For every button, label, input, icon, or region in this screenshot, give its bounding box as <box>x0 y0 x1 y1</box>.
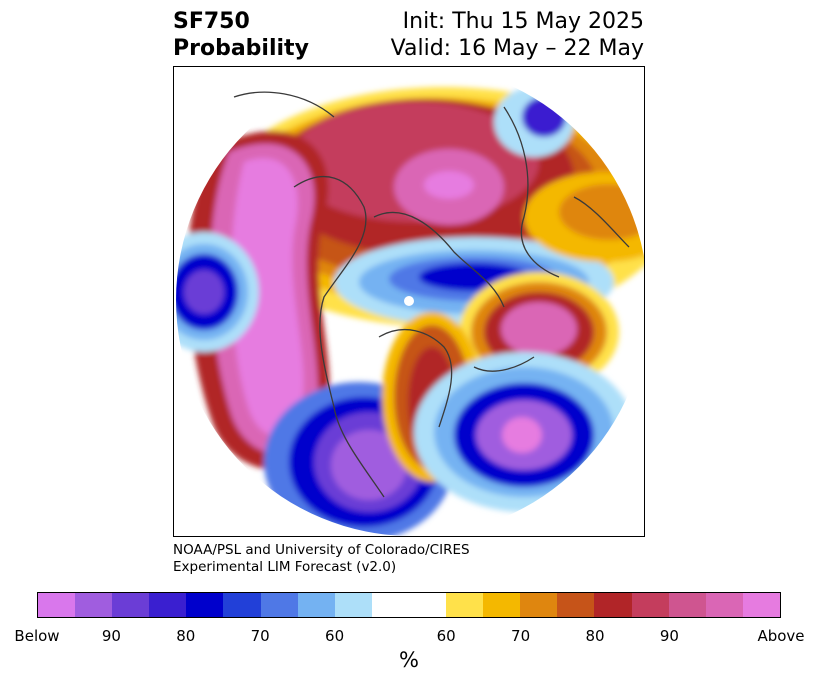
forecast-dates: Init: Thu 15 May 2025 Valid: 16 May – 22… <box>391 8 644 62</box>
valid-range: Valid: 16 May – 22 May <box>390 36 644 61</box>
probability-map <box>176 67 644 536</box>
colorbar-segment <box>297 593 335 617</box>
coastlines <box>233 91 630 498</box>
colorbar-segment <box>223 593 261 617</box>
map-title: SF750 Probability <box>173 8 309 62</box>
colorbar-segment <box>631 593 669 617</box>
init-date: Init: Thu 15 May 2025 <box>402 9 644 34</box>
map-panel <box>173 66 645 537</box>
colorbar-unit: % <box>399 648 419 672</box>
colorbar-segment <box>668 593 706 617</box>
colorbar-segment <box>594 593 632 617</box>
colorbar-tick-label: 70 <box>511 627 531 645</box>
colorbar-segment <box>38 593 76 617</box>
colorbar-segment <box>483 593 521 617</box>
credit-text: NOAA/PSL and University of Colorado/CIRE… <box>173 542 470 576</box>
colorbar-segment <box>408 593 447 617</box>
colorbar-segment <box>446 593 484 617</box>
colorbar-tick-label: 80 <box>176 627 196 645</box>
colorbar-segment <box>149 593 187 617</box>
colorbar-segment <box>371 593 409 617</box>
colorbar-segment <box>112 593 150 617</box>
colorbar-segment <box>705 593 743 617</box>
colorbar-tick-label: 90 <box>101 627 121 645</box>
north-pole-marker <box>404 296 414 306</box>
colorbar-segment <box>260 593 298 617</box>
colorbar-tick-label: Above <box>757 627 805 645</box>
colorbar-segment <box>334 593 372 617</box>
colorbar-segment <box>557 593 595 617</box>
title-variable: SF750 <box>173 9 250 34</box>
colorbar-segment <box>520 593 558 617</box>
credit-line-2: Experimental LIM Forecast (v2.0) <box>173 559 397 575</box>
colorbar-segment <box>75 593 113 617</box>
colorbar-tick-label: Below <box>14 627 60 645</box>
colorbar-tick-label: 70 <box>250 627 270 645</box>
colorbar-segment <box>186 593 224 617</box>
colorbar-tick-label: 60 <box>325 627 345 645</box>
colorbar <box>37 592 781 618</box>
credit-line-1: NOAA/PSL and University of Colorado/CIRE… <box>173 542 470 558</box>
colorbar-tick-label: 60 <box>436 627 456 645</box>
colorbar-tick-label: 80 <box>585 627 605 645</box>
colorbar-segment <box>742 593 780 617</box>
colorbar-tick-label: 90 <box>659 627 679 645</box>
title-quantity: Probability <box>173 36 309 61</box>
